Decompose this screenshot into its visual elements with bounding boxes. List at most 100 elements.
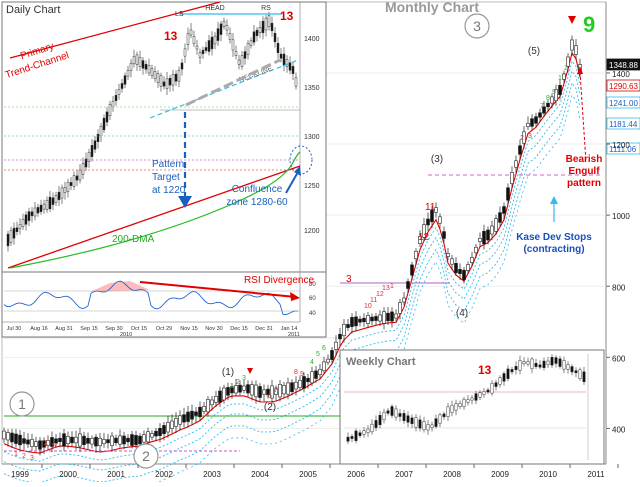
bearish-connector [579, 71, 587, 163]
weekly-candle-body [450, 405, 454, 413]
daily-candle-body [192, 36, 196, 44]
candle-body [454, 263, 458, 273]
daily-candle-body [186, 33, 190, 45]
candle-body [182, 414, 186, 423]
pattern-target-text: Pattern [152, 159, 184, 170]
candle-body [498, 212, 502, 223]
candle-body [78, 433, 82, 447]
candle-body [422, 224, 426, 238]
count-nine: 9 [583, 12, 595, 37]
candle-body [326, 358, 330, 363]
daily-x-tick: Aug 31 [55, 326, 72, 332]
wave-label: (3) [431, 154, 443, 165]
sequence-digit: 9 [300, 371, 304, 378]
candle-body [110, 435, 114, 446]
daily-candle-body [168, 77, 172, 86]
weekly-candle-body [582, 371, 586, 382]
neckline [149, 59, 299, 119]
confluence-text: Confluence [232, 184, 283, 195]
candle-body [242, 385, 246, 391]
daily-candle-body [267, 15, 271, 27]
weekly-candle-body [462, 398, 466, 408]
candle-body [106, 439, 110, 444]
daily-candle-body [6, 233, 10, 247]
bearish-engulf-text: Bearish [566, 154, 603, 165]
candle-body [114, 437, 118, 444]
daily-y-tick: 1250 [304, 183, 320, 190]
candle-body [254, 384, 258, 398]
daily-candle-body [264, 17, 268, 31]
neckline-gray-arrow [185, 58, 281, 107]
candle-body [274, 388, 278, 395]
daily-candle-body [285, 59, 289, 67]
daily-candle-body [198, 52, 202, 58]
candle-body [126, 437, 130, 443]
daily-candle-body [276, 42, 280, 54]
price-tag-text: 1348.88 [609, 61, 638, 70]
candle-body [378, 314, 382, 322]
candle-body [94, 436, 98, 447]
candle-body [478, 238, 482, 242]
daily-candle-body [234, 51, 238, 56]
daily-candle-body [117, 89, 121, 95]
daily-candle-body [237, 59, 241, 65]
kase-arrow-head [550, 196, 558, 204]
daily-candle-body [231, 39, 235, 51]
candle-body [350, 317, 354, 327]
price-tag-text: 1181.44 [609, 120, 638, 129]
weekly-candle-body [494, 382, 498, 387]
sequence-digit: 2 [520, 135, 524, 142]
candle-body [494, 218, 498, 232]
candle-body [158, 428, 162, 436]
daily-candle-body [240, 55, 244, 67]
candle-body [458, 269, 462, 274]
rsi-overbought-fill [90, 281, 150, 292]
candle-body [406, 281, 410, 289]
daily-candle-body [111, 100, 115, 108]
daily-candle-body [60, 187, 64, 199]
daily-year-label: 2010 [120, 332, 132, 338]
sequence-digit: 1 [230, 383, 234, 390]
candle-body [506, 187, 510, 201]
weekly-candle-body [474, 393, 478, 401]
daily-y-tick: 1400 [304, 36, 320, 43]
daily-candle-body [87, 152, 91, 162]
candle-body [574, 45, 578, 55]
candle-body [270, 385, 274, 399]
daily-x-tick: Oct 15 [131, 326, 147, 332]
daily-candle-body [282, 53, 286, 66]
weekly-candle-body [442, 413, 446, 418]
daily-candle-body [54, 195, 58, 203]
daily-candle-body [141, 60, 145, 69]
candle-body [10, 432, 14, 443]
y-tick-label: 1400 [612, 70, 630, 79]
daily-count-13a: 13 [164, 29, 178, 43]
candle-body [82, 435, 86, 445]
weekly-candle-body [486, 389, 490, 393]
sequence-digit: 1 [390, 283, 394, 290]
candle-body [294, 381, 298, 390]
sequence-digit: 13 [382, 285, 390, 292]
bearish-engulf-text: Engulf [568, 166, 600, 177]
y-tick-label: 1200 [612, 141, 630, 150]
candle-body [18, 434, 22, 446]
daily-candle-body [225, 25, 229, 31]
weekly-candle-body [482, 391, 486, 395]
candle-body [170, 420, 174, 429]
candle-body [466, 264, 470, 271]
daily-candle-body [63, 187, 67, 193]
weekly-candle-body [458, 402, 462, 408]
weekly-candle-body [350, 436, 354, 439]
candle-body [470, 257, 474, 263]
daily-candle-body [258, 27, 262, 33]
sequence-digit: 12 [376, 291, 384, 298]
daily-candle-body [129, 62, 133, 71]
daily-candle-body [174, 73, 178, 82]
y-tick-label: 600 [612, 354, 626, 363]
daily-candle-body [171, 73, 175, 86]
weekly-candle-body [526, 361, 530, 365]
daily-candle-body [180, 62, 184, 70]
hs-label-rs: RS [261, 5, 271, 12]
candle-body [426, 218, 430, 226]
sequence-digit: 11 [370, 297, 377, 304]
